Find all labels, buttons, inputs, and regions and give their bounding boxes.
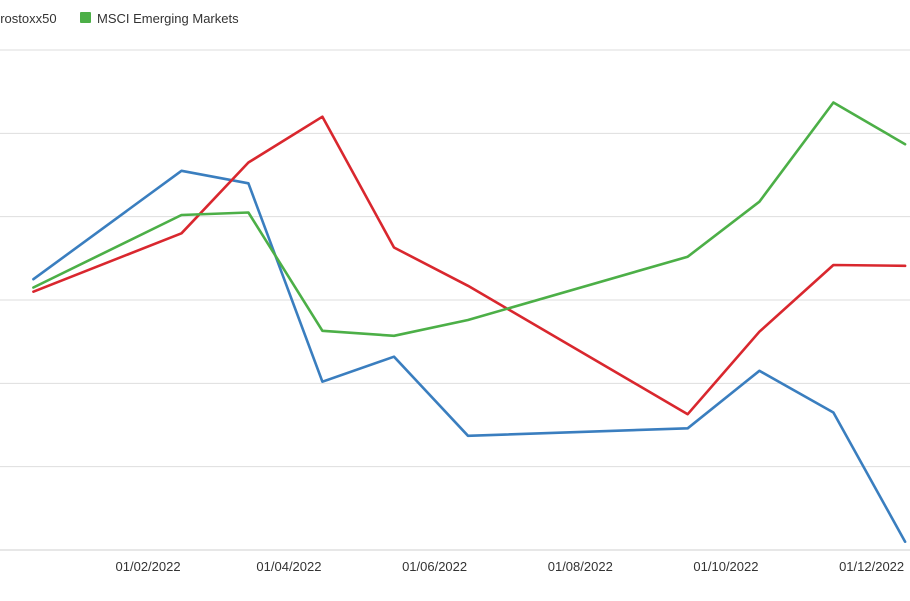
series-lines — [32, 101, 907, 544]
x-tick-label: 01/06/2022 — [402, 559, 467, 574]
x-tick-label: 01/10/2022 — [693, 559, 758, 574]
x-tick-label: 01/04/2022 — [256, 559, 321, 574]
legend-label-eurostoxx50[interactable]: urostoxx50 — [0, 11, 57, 26]
x-tick-label: 01/08/2022 — [548, 559, 613, 574]
legend-label-msci-emerging-markets[interactable]: MSCI Emerging Markets — [97, 11, 239, 26]
x-tick-label: 01/02/2022 — [116, 559, 181, 574]
x-tick-label: 01/12/2022 — [839, 559, 904, 574]
series-line[interactable] — [32, 101, 907, 338]
gridlines — [0, 49, 910, 551]
x-axis-ticks: 01/02/2022 01/04/2022 01/06/2022 01/08/2022… — [116, 559, 905, 574]
legend-swatch-msci-emerging-markets — [80, 12, 91, 23]
series-line[interactable] — [32, 115, 907, 416]
legend[interactable]: urostoxx50 MSCI Emerging Markets — [0, 11, 239, 26]
series-line[interactable] — [32, 169, 907, 544]
